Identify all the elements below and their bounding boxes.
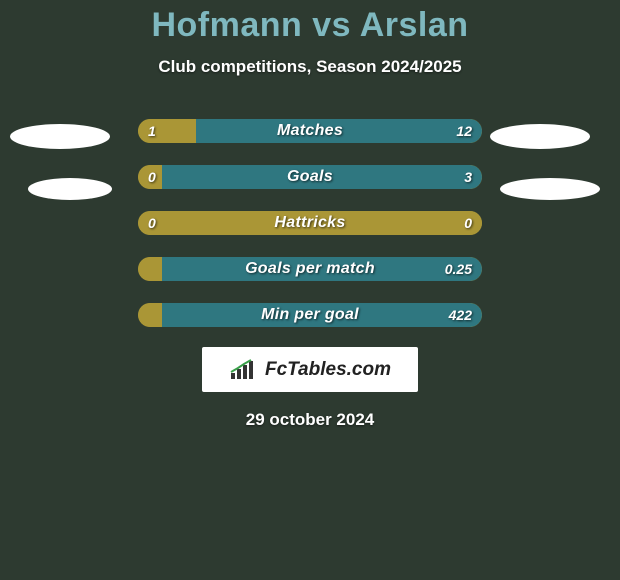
stat-value-right: 0.25 xyxy=(445,257,472,281)
stat-value-right: 3 xyxy=(464,165,472,189)
stat-bar: 0 Goals 3 xyxy=(138,165,482,189)
subtitle: Club competitions, Season 2024/2025 xyxy=(0,57,620,77)
stat-value-right: 422 xyxy=(449,303,472,327)
site-logo-text: FcTables.com xyxy=(265,359,391,381)
date-label: 29 october 2024 xyxy=(0,410,620,430)
stat-label: Min per goal xyxy=(138,303,482,327)
site-logo[interactable]: FcTables.com xyxy=(202,347,418,392)
stat-label: Goals per match xyxy=(138,257,482,281)
player-right-photo-placeholder-1 xyxy=(490,124,590,149)
stat-value-right: 12 xyxy=(456,119,472,143)
stat-bar: Min per goal 422 xyxy=(138,303,482,327)
stat-label: Hattricks xyxy=(138,211,482,235)
stat-bar: 1 Matches 12 xyxy=(138,119,482,143)
player-right-photo-placeholder-2 xyxy=(500,178,600,200)
chart-icon xyxy=(229,359,259,381)
stat-bar: 0 Hattricks 0 xyxy=(138,211,482,235)
stat-label: Goals xyxy=(138,165,482,189)
player-left-photo-placeholder-1 xyxy=(10,124,110,149)
stat-value-right: 0 xyxy=(464,211,472,235)
stats-bars: 1 Matches 12 0 Goals 3 0 Hattricks 0 Goa… xyxy=(138,119,482,327)
page-title: Hofmann vs Arslan xyxy=(0,0,620,45)
player-left-photo-placeholder-2 xyxy=(28,178,112,200)
stat-bar: Goals per match 0.25 xyxy=(138,257,482,281)
stat-label: Matches xyxy=(138,119,482,143)
